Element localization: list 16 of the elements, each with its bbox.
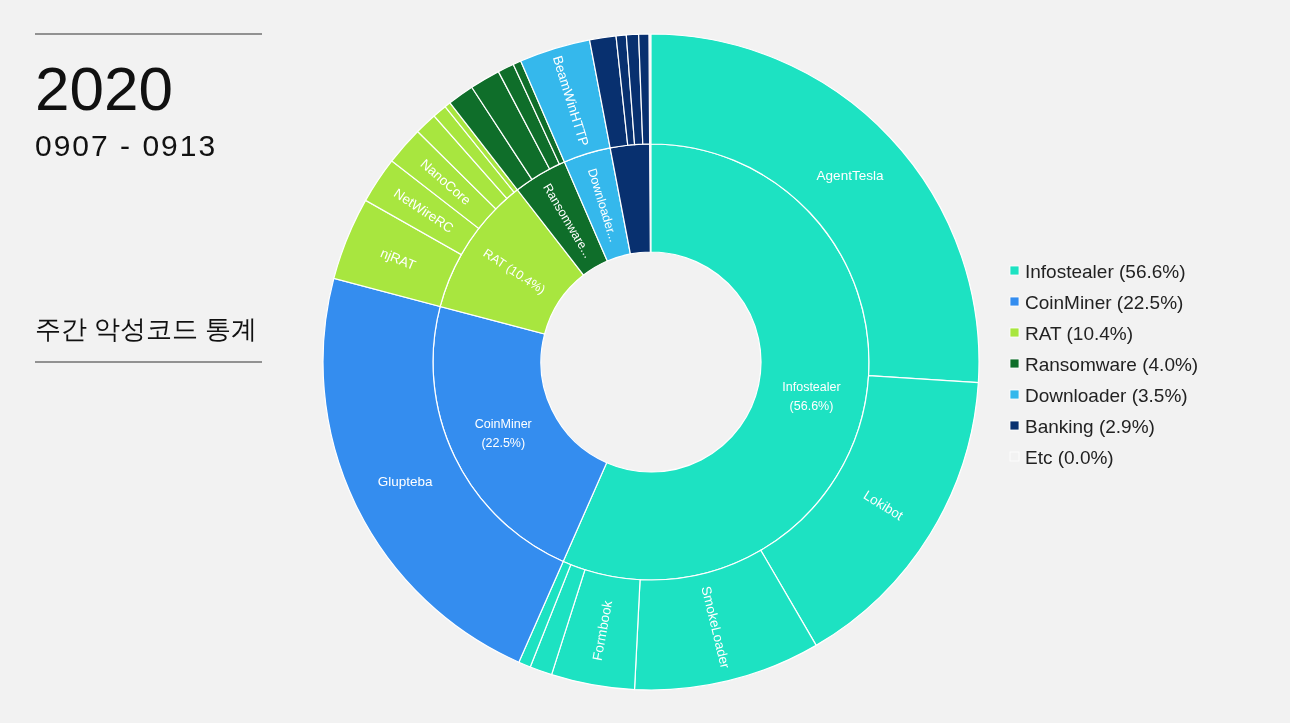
legend-label: Ransomware (4.0%) [1025, 353, 1199, 375]
slice-label: Glupteba [377, 473, 433, 489]
legend-label: Etc (0.0%) [1025, 446, 1114, 468]
legend-label: Infostealer (56.6%) [1025, 260, 1186, 282]
legend-label: Banking (2.9%) [1025, 415, 1155, 437]
data-label: CoinMiner (22.5%) [474, 417, 532, 451]
legend-label: RAT (10.4%) [1025, 322, 1134, 344]
chart-title: 2020 [35, 54, 173, 123]
legend-label: Downloader (3.5%) [1025, 384, 1188, 406]
text: 0907 - 0913 [35, 129, 218, 162]
legend-label: CoinMiner (22.5%) [1025, 291, 1184, 313]
data-label: Infostealer (56.6%) [782, 379, 841, 413]
slice-label: njRAT [378, 245, 418, 273]
slice-label: Formbook [589, 599, 616, 662]
slice-label: AgentTesla [816, 167, 884, 183]
text: 주간 악성코드 통계 [35, 314, 258, 344]
